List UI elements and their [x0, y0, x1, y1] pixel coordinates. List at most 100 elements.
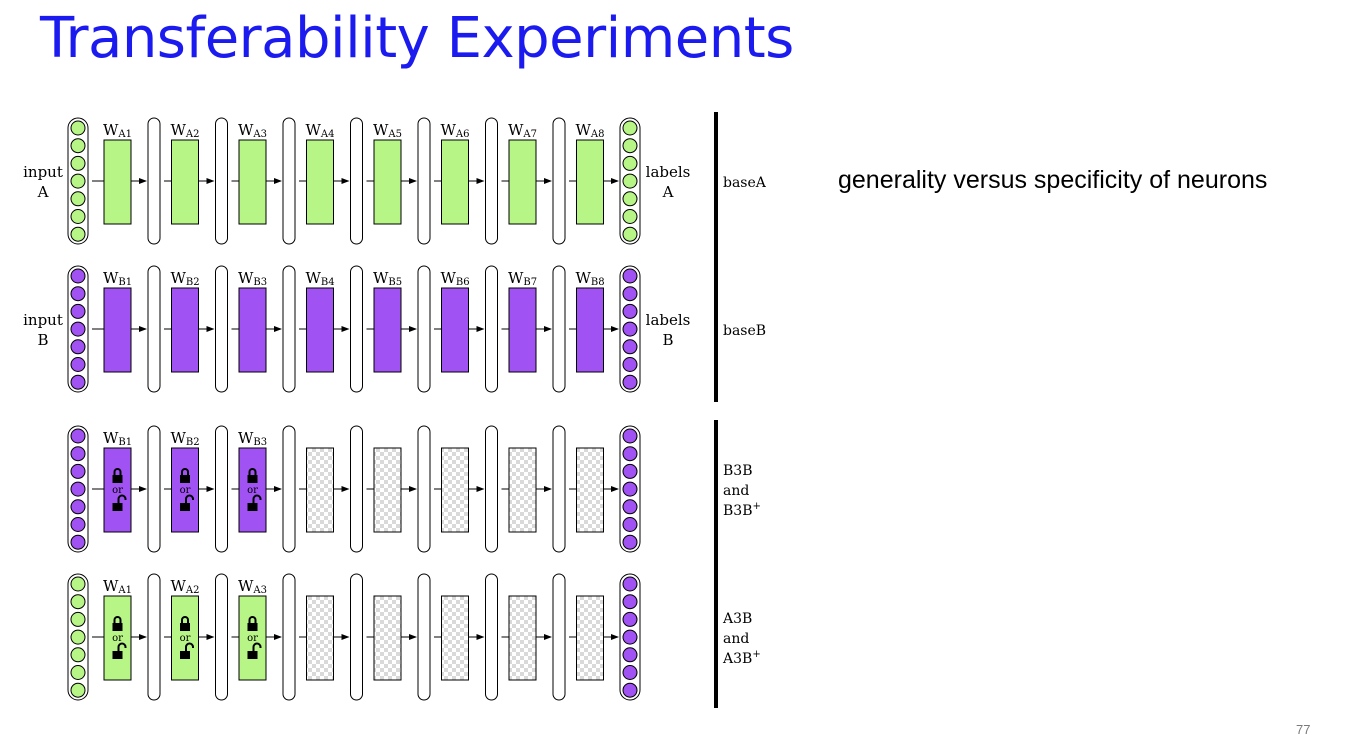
weight-rect [441, 595, 469, 681]
weight-block [366, 595, 417, 681]
layer-separator [282, 265, 296, 393]
layer-separator [282, 425, 296, 553]
weight-label: WB4 [306, 269, 335, 288]
weight-label: WB1 [103, 429, 132, 448]
weight-rect [238, 139, 267, 225]
neuron [622, 499, 638, 515]
weight-rect [373, 139, 402, 225]
neuron [622, 594, 638, 610]
weight-block: WB2 or [164, 429, 215, 533]
layer-separator [147, 425, 161, 553]
weight-block: WA7 [501, 121, 552, 225]
layer-separator [282, 117, 296, 245]
weight-label: WB2 [171, 269, 200, 288]
weight-block [434, 447, 485, 533]
row-A3B: WA1 or WA2 or WA3 or A3B and A3B+ [67, 573, 761, 701]
neuron [70, 576, 86, 592]
layer-separator [552, 265, 566, 393]
layer-separator [417, 425, 431, 553]
slide-number: 77 [1296, 722, 1311, 737]
unlock-icon [247, 494, 262, 511]
layer-separator [147, 265, 161, 393]
weight-label: WA4 [306, 121, 335, 140]
or-label: or [112, 485, 123, 496]
weight-rect [508, 287, 537, 373]
weight-rect [441, 287, 469, 373]
input-label: A [37, 183, 49, 201]
weight-block [569, 447, 619, 533]
weight-rect [238, 447, 267, 533]
neuron [70, 463, 86, 479]
layer-separator [552, 573, 566, 701]
layer-separator [552, 425, 566, 553]
unlock-icon [247, 642, 262, 659]
layer-separator [215, 425, 228, 553]
weight-rect [103, 139, 132, 225]
layer-separator [485, 425, 498, 553]
layer-separator [215, 265, 228, 393]
layer-separator [485, 117, 498, 245]
input-label: input [23, 311, 63, 329]
weight-block: WB6 [434, 269, 485, 373]
neuron [70, 534, 86, 550]
weight-label: WB6 [441, 269, 470, 288]
neuron [622, 576, 638, 592]
lock-icon [112, 616, 123, 631]
weight-label: WA2 [171, 121, 200, 140]
weight-block: WB4 [299, 269, 350, 373]
output-nodes [619, 117, 641, 245]
neuron [70, 303, 86, 319]
neuron [70, 268, 86, 284]
weight-rect [508, 447, 537, 533]
weight-block: WA8 [569, 121, 619, 225]
weight-rect [171, 595, 199, 681]
weight-rect [576, 595, 604, 681]
side-label: and [723, 631, 749, 647]
side-label: A3B+ [722, 649, 761, 667]
side-note: generality versus specificity of neurons [838, 166, 1268, 194]
unlock-icon [112, 642, 127, 659]
neuron [70, 321, 86, 337]
neuron [70, 155, 86, 171]
output-label: B [662, 331, 673, 349]
neuron [622, 357, 638, 372]
unlock-icon [112, 494, 127, 511]
weight-rect [373, 595, 402, 681]
lock-icon [247, 468, 258, 483]
weight-block: WA5 [366, 121, 417, 225]
neuron [622, 665, 638, 680]
neuron [622, 286, 638, 302]
weight-block [501, 595, 552, 681]
weight-label: WA3 [238, 121, 267, 140]
weight-block [299, 595, 350, 681]
neuron [622, 155, 638, 171]
weight-rect [306, 595, 334, 681]
side-label: and [723, 483, 749, 499]
lock-icon [112, 468, 123, 483]
input-nodes [67, 425, 89, 553]
output-label: A [662, 183, 674, 201]
neuron [622, 191, 638, 207]
neuron [70, 629, 86, 645]
neuron [622, 682, 638, 698]
input-label: B [37, 331, 48, 349]
output-label: labels [646, 311, 691, 329]
weight-rect [103, 287, 132, 373]
neuron [622, 120, 638, 136]
layer-separator [350, 265, 363, 393]
neuron [70, 339, 86, 355]
layer-separator [350, 425, 363, 553]
neuron [622, 268, 638, 284]
layer-separator [417, 265, 431, 393]
neuron [622, 374, 638, 390]
neuron [622, 534, 638, 550]
neuron [622, 226, 638, 242]
output-label: labels [646, 163, 691, 181]
input-label: input [23, 163, 63, 181]
layer-separator [485, 573, 498, 701]
neuron [70, 374, 86, 390]
weight-rect [171, 139, 199, 225]
side-label: B3B [723, 463, 752, 479]
lock-icon [180, 616, 190, 631]
